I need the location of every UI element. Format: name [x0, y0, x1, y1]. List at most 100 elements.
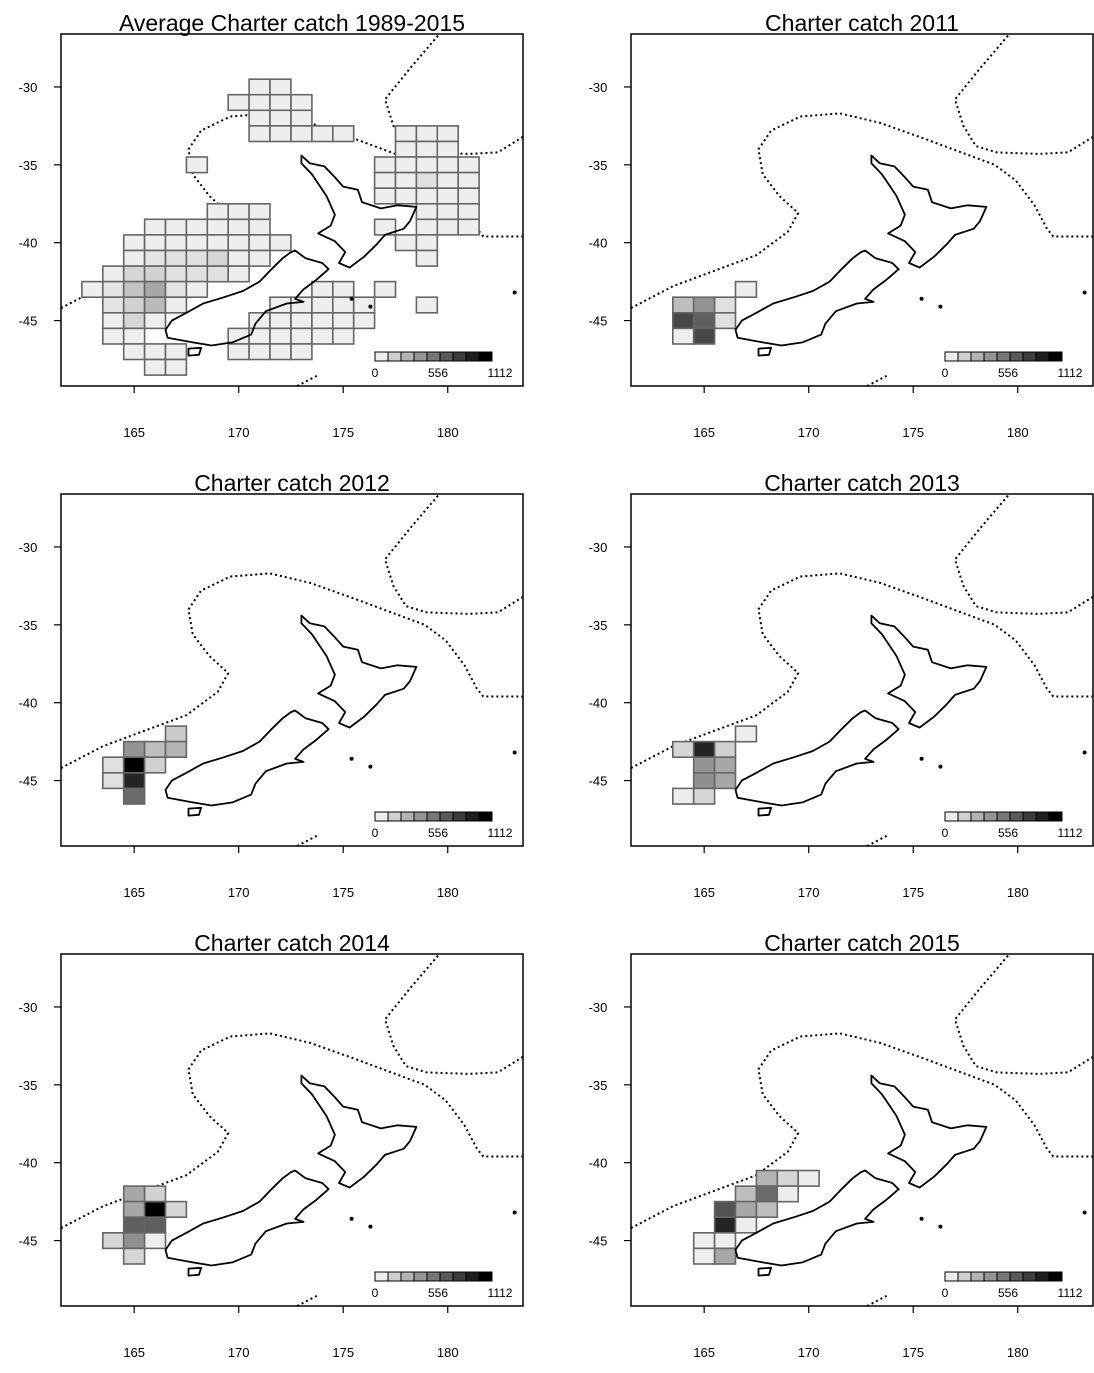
legend-swatch — [1009, 1271, 1024, 1282]
island — [1082, 290, 1087, 295]
legend-swatch — [465, 1271, 480, 1282]
catch-cell — [143, 1216, 167, 1234]
coastline — [300, 1074, 418, 1189]
map-panel: 0 556 1112 165 170 175 180 -30 -35 -40 -45 Charter … — [0, 460, 547, 913]
y-tick-label: -35 — [19, 1078, 38, 1093]
legend-swatch — [413, 811, 428, 822]
legend-label: 1112 — [1058, 826, 1083, 840]
catch-cell — [269, 311, 292, 330]
catch-cell — [713, 1200, 737, 1219]
catch-cell — [248, 93, 271, 112]
legend-swatch — [465, 811, 480, 822]
catch-cell — [164, 280, 188, 299]
catch-cell — [394, 234, 418, 252]
catch-cell — [734, 725, 758, 743]
catch-cell — [290, 125, 313, 143]
catch-cell — [415, 156, 439, 174]
island — [368, 304, 373, 309]
legend-swatch — [1035, 351, 1050, 362]
catch-cell — [122, 327, 146, 345]
catch-cell — [713, 1247, 737, 1265]
catch-cell — [311, 327, 334, 345]
plot-frame — [60, 493, 524, 847]
catch-cell — [122, 1216, 146, 1234]
catch-cell — [164, 296, 188, 314]
island — [1082, 1210, 1087, 1215]
x-tick-label: 180 — [1007, 425, 1029, 440]
legend-swatch — [478, 811, 493, 822]
plot-area — [631, 494, 1093, 846]
map-panel: 0 556 1112 165 170 175 180 -30 -35 -40 -45 Charter … — [0, 920, 547, 1373]
catch-cell — [185, 280, 209, 299]
eez-boundary — [383, 954, 523, 1075]
legend-swatch — [387, 811, 402, 822]
catch-cell — [122, 311, 146, 330]
catch-cell — [122, 249, 146, 267]
catch-cell — [164, 249, 188, 267]
legend-swatch — [387, 351, 402, 362]
plot-frame — [60, 953, 524, 1307]
island — [512, 290, 517, 295]
catch-cell — [290, 327, 313, 345]
catch-cell — [164, 740, 188, 759]
coastline — [187, 346, 202, 357]
catch-cell — [122, 1185, 146, 1203]
legend-swatch — [944, 351, 959, 362]
catch-cell — [143, 756, 167, 774]
legend-label: 556 — [428, 1286, 448, 1300]
plot-frame — [630, 493, 1094, 847]
catch-cell — [436, 140, 459, 158]
legend-swatch — [944, 1271, 959, 1282]
catch-cell — [415, 187, 439, 205]
x-tick-label: 165 — [693, 1345, 715, 1360]
legend-swatch — [957, 1271, 972, 1282]
eez-boundary — [953, 494, 1093, 615]
panel-svg: 0 556 1112 165 170 175 180 -30 -35 -40 -45 Average … — [19, 10, 524, 440]
island — [349, 1216, 354, 1221]
catch-cell — [122, 343, 146, 361]
eez-boundary — [61, 572, 523, 769]
catch-cell — [122, 280, 146, 299]
catch-cell — [436, 218, 459, 236]
catch-cell — [331, 327, 355, 345]
catch-cell — [290, 343, 313, 361]
legend-swatch — [944, 811, 959, 822]
island — [938, 304, 943, 309]
catch-cell — [755, 1200, 779, 1219]
legend-swatch — [426, 1271, 441, 1282]
y-tick-label: -30 — [589, 540, 608, 555]
catch-cell — [290, 296, 313, 314]
y-tick-label: -40 — [19, 696, 38, 711]
plot-frame — [630, 953, 1094, 1307]
catch-cell — [164, 343, 188, 361]
legend-swatch — [996, 351, 1011, 362]
legend-swatch — [413, 1271, 428, 1282]
map-panel: 0 556 1112 165 170 175 180 -30 -35 -40 -45 Charter … — [570, 0, 1094, 453]
catch-cell — [269, 327, 292, 345]
island — [368, 1224, 373, 1229]
catch-cell — [248, 311, 271, 330]
catch-cell — [102, 327, 125, 345]
legend-swatch — [374, 351, 389, 362]
catch-cell — [143, 280, 167, 299]
x-tick-label: 165 — [693, 425, 715, 440]
catch-cell — [206, 234, 230, 252]
catch-cell — [331, 125, 355, 143]
panel-title: Charter catch 2014 — [194, 930, 390, 956]
catch-cell — [415, 249, 439, 267]
legend-swatch — [996, 1271, 1011, 1282]
y-tick-label: -30 — [589, 80, 608, 95]
catch-cell — [415, 234, 439, 252]
catch-cell — [122, 1200, 146, 1219]
catch-cell — [122, 234, 146, 252]
coastline — [300, 614, 418, 729]
catch-cell — [692, 740, 716, 759]
island — [1082, 750, 1087, 755]
catch-cell — [436, 203, 459, 221]
y-tick-label: -45 — [19, 1234, 38, 1249]
catch-cell — [415, 296, 439, 314]
legend-swatch — [1048, 351, 1063, 362]
catch-cell — [143, 1185, 167, 1203]
catch-cell — [415, 218, 439, 236]
catch-cell — [122, 1231, 146, 1250]
